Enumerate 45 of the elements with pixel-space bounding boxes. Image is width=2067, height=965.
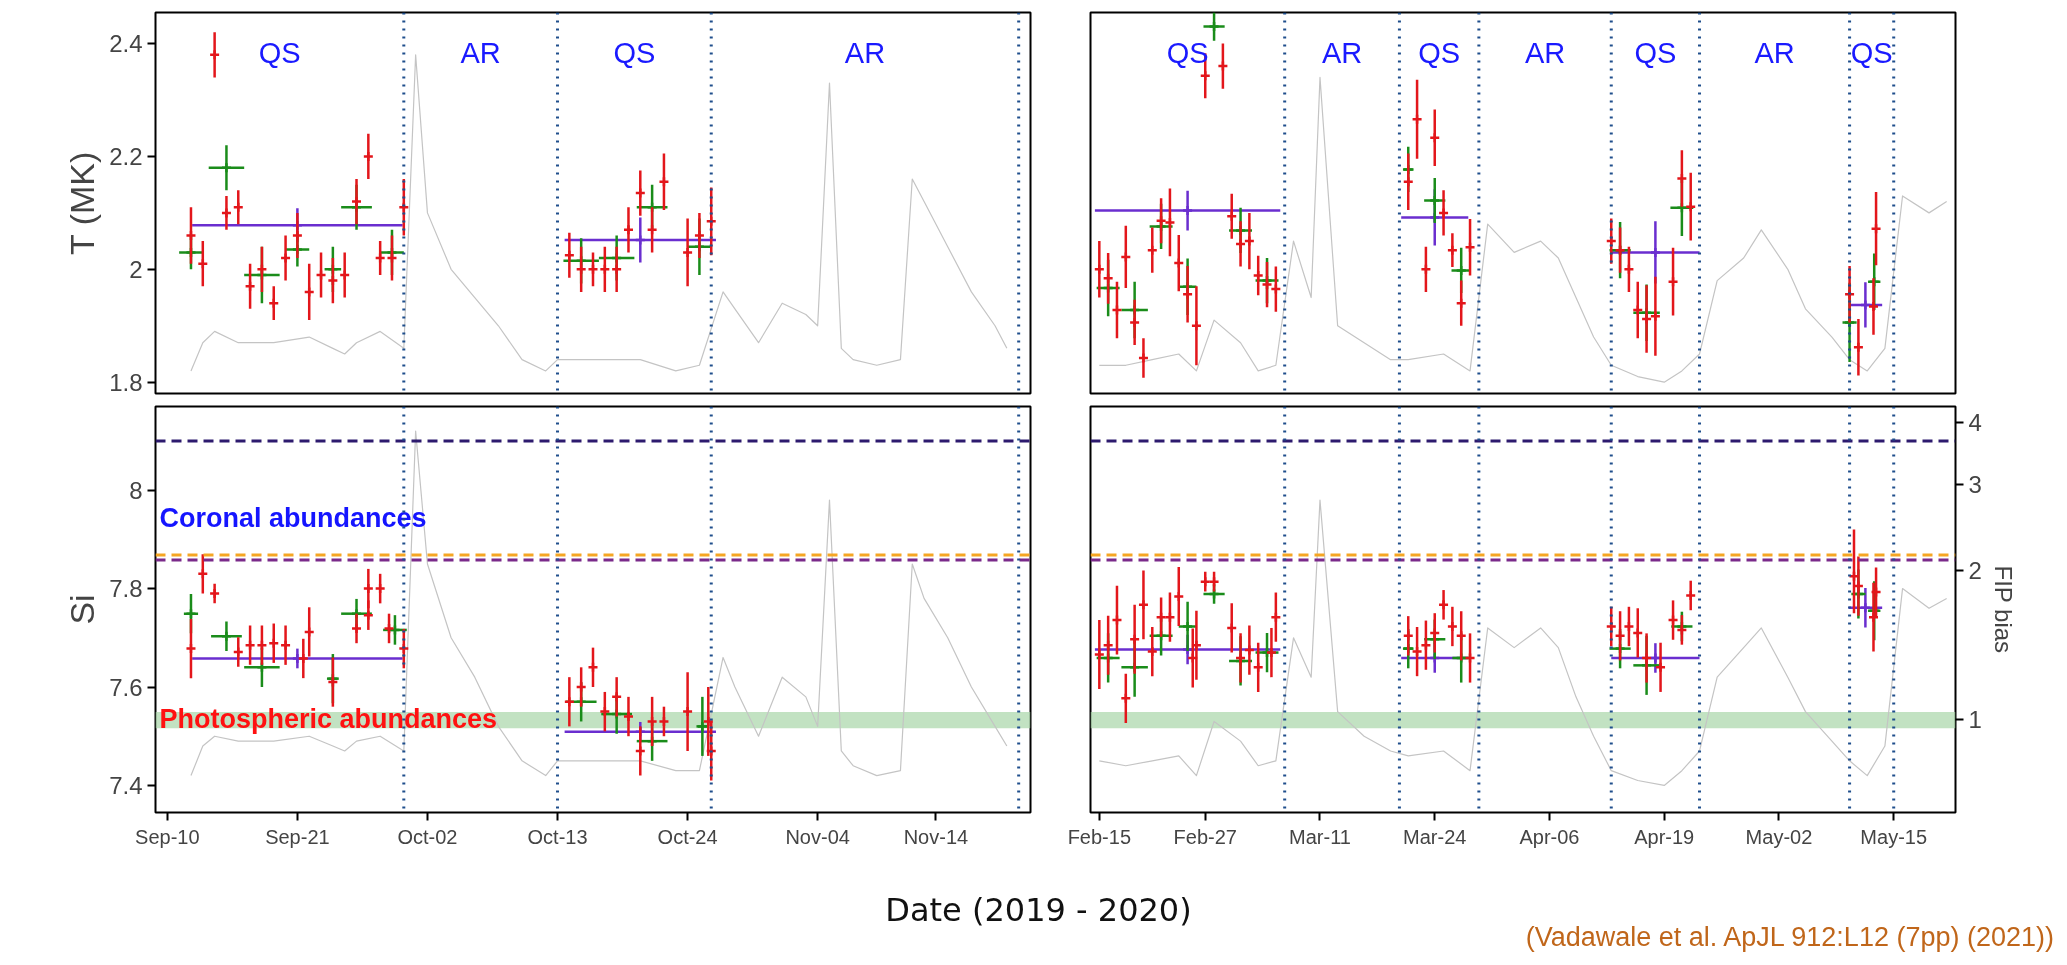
x-tick-label: Apr-19 <box>1634 825 1695 848</box>
y2-tick-label: 3 <box>1968 470 1982 498</box>
x-tick-label: Mar-24 <box>1403 825 1467 848</box>
annotation: QS <box>258 36 301 69</box>
annotation: AR <box>1754 36 1795 69</box>
y-tick-label: 2.4 <box>109 30 143 58</box>
y-axis-title: T (MK) <box>63 151 102 255</box>
annotation: QS <box>1850 36 1893 69</box>
x-tick-label: Sep-21 <box>265 825 330 848</box>
y2-tick-label: 1 <box>1968 705 1982 733</box>
y-tick-label: 2.2 <box>109 142 143 170</box>
y-tick-label: 7.8 <box>109 575 143 603</box>
annotation: QS <box>1634 36 1677 69</box>
x-tick-label: May-15 <box>1860 825 1928 848</box>
x-tick-label: Nov-04 <box>785 825 850 848</box>
annotation: AR <box>844 36 886 69</box>
y-tick-label: 7.6 <box>109 673 143 701</box>
x-tick-label: Oct-24 <box>657 825 718 848</box>
band-label: Photospheric abundances <box>159 704 498 735</box>
annotation: AR <box>1321 36 1363 69</box>
annotation: AR <box>1524 36 1566 69</box>
x-axis-title: Date (2019 - 2020) <box>885 891 1192 929</box>
x-tick-label: Feb-15 <box>1067 825 1132 848</box>
y-tick-label: 1.8 <box>109 368 143 396</box>
x-tick-label: Feb-27 <box>1173 825 1237 848</box>
x-tick-label: Apr-06 <box>1519 825 1580 848</box>
ref-line-label: Coronal abundances <box>159 503 427 534</box>
text: (Vadawale et al. ApJL 912:L12 (7pp) (2021)) <box>1525 921 2054 954</box>
annotation: QS <box>1418 36 1461 69</box>
x-tick-label: Mar-11 <box>1289 825 1351 848</box>
y2-tick-label: 4 <box>1968 409 1982 437</box>
y2-axis-title: FIP bias <box>1989 565 2017 654</box>
x-tick-label: May-02 <box>1745 825 1813 848</box>
x-tick-label: Sep-10 <box>135 825 200 848</box>
annotation: AR <box>460 36 501 69</box>
x-tick-label: Oct-13 <box>527 825 588 848</box>
x-tick-label: Nov-14 <box>903 825 969 848</box>
annotation: QS <box>613 36 656 69</box>
y2-tick-label: 2 <box>1968 557 1982 585</box>
annotation: QS <box>1166 36 1209 69</box>
y-axis-title: Si <box>63 594 102 625</box>
x-tick-label: Oct-02 <box>397 825 458 848</box>
y-tick-label: 8 <box>129 476 143 504</box>
y-tick-label: 7.4 <box>109 771 143 799</box>
y-tick-label: 2 <box>129 255 143 283</box>
